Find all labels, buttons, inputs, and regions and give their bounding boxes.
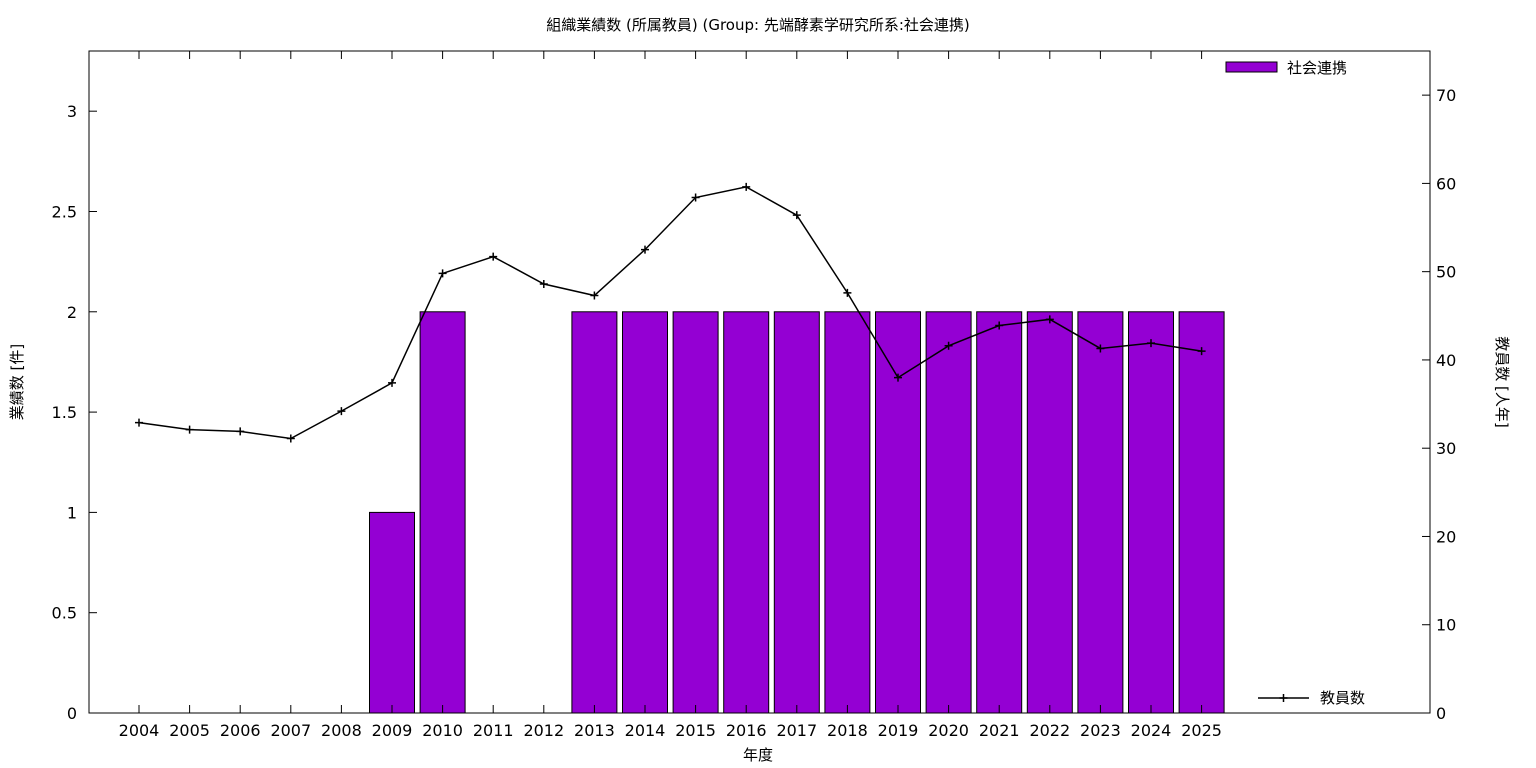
line-point-2015 (691, 193, 700, 202)
bar-2010 (419, 311, 466, 714)
line-point-2019 (894, 373, 902, 382)
bar-2009 (369, 511, 415, 714)
legend-marker-line (1279, 694, 1288, 702)
y-tick-label: 1.5 (52, 403, 77, 422)
legend-label-bar: 社会連携 (1287, 59, 1347, 77)
line-point-2013 (590, 291, 599, 300)
y-tick-label: 1 (67, 503, 77, 522)
line-point-2011 (489, 252, 498, 261)
line-point-2023 (1096, 344, 1105, 353)
x-tick-label: 2007 (270, 721, 311, 740)
y-axis-label: 業績数 [件] (8, 344, 26, 420)
bar-2015 (672, 311, 719, 714)
x-tick-label: 2009 (372, 721, 413, 740)
line-point-2022 (1045, 315, 1054, 324)
legend-swatch-bar (1225, 61, 1278, 73)
x-tick-label: 2005 (169, 721, 210, 740)
plot-frame (88, 50, 1431, 714)
plot-area (135, 182, 1225, 714)
x-tick-label: 2019 (878, 721, 919, 740)
y2-tick-label: 20 (1436, 527, 1456, 546)
line-point-2017 (792, 211, 801, 220)
x-tick-label: 2015 (675, 721, 716, 740)
y-tick-label: 2.5 (52, 202, 77, 221)
y2-tick-label: 30 (1436, 439, 1456, 458)
y2-tick-label: 60 (1436, 174, 1456, 193)
y-tick-label: 0.5 (52, 604, 77, 623)
y-tick-label: 2 (67, 303, 77, 322)
x-tick-label: 2004 (119, 721, 160, 740)
line-point-2018 (843, 288, 852, 297)
y2-tick-label: 50 (1436, 263, 1456, 282)
y2-tick-label: 40 (1436, 351, 1456, 370)
line-point-2025 (1197, 347, 1206, 356)
x-axis-label: 年度 (743, 746, 773, 764)
y2-tick-label: 0 (1436, 704, 1446, 723)
line-point-2014 (641, 245, 649, 254)
y-tick-label: 0 (67, 704, 77, 723)
chart-title: 組織業績数 (所属教員) (Group: 先端酵素学研究所系:社会連携) (546, 16, 970, 34)
x-tick-label: 2022 (1029, 721, 1070, 740)
x-tick-label: 2013 (574, 721, 615, 740)
x-tick-label: 2010 (422, 721, 463, 740)
bar-2019 (875, 311, 921, 714)
x-tick-label: 2014 (625, 721, 666, 740)
bar-2021 (976, 311, 1023, 714)
x-tick-label: 2020 (928, 721, 969, 740)
line-point-2005 (185, 425, 194, 434)
y2-axis-label: 教員数 [人年] (1493, 336, 1511, 427)
x-tick-label: 2012 (523, 721, 564, 740)
bar-2023 (1077, 311, 1124, 714)
line-point-2016 (742, 182, 751, 191)
bar-2014 (622, 311, 668, 714)
y-tick-label: 3 (67, 102, 77, 121)
line-point-2004 (135, 418, 143, 427)
x-tick-label: 2023 (1080, 721, 1121, 740)
x-tick-label: 2024 (1131, 721, 1172, 740)
x-tick-label: 2008 (321, 721, 362, 740)
line-point-2012 (539, 280, 548, 289)
x-tick-label: 2011 (473, 721, 514, 740)
line-point-2010 (438, 269, 447, 278)
bar-2018 (824, 311, 871, 714)
bar-2020 (925, 311, 972, 714)
bar-2024 (1128, 311, 1174, 714)
line-series-faculty (138, 186, 1202, 440)
x-tick-label: 2018 (827, 721, 868, 740)
bar-2016 (723, 311, 770, 714)
bar-2013 (571, 311, 618, 714)
x-tick-label: 2016 (726, 721, 767, 740)
bar-2025 (1178, 311, 1225, 714)
line-point-2008 (337, 407, 346, 416)
y2-tick-label: 10 (1436, 616, 1456, 635)
line-point-2020 (944, 341, 953, 350)
line-point-2006 (236, 427, 245, 436)
y2-tick-label: 70 (1436, 86, 1456, 105)
x-tick-label: 2017 (776, 721, 817, 740)
line-point-2007 (286, 434, 295, 443)
line-point-2021 (995, 321, 1004, 330)
bar-2022 (1026, 311, 1073, 714)
x-tick-label: 2021 (979, 721, 1020, 740)
line-point-2024 (1147, 339, 1155, 348)
line-point-2009 (388, 378, 396, 387)
x-tick-label: 2006 (220, 721, 261, 740)
legend-label-line: 教員数 (1320, 689, 1365, 707)
x-tick-label: 2025 (1181, 721, 1222, 740)
bar-2017 (773, 311, 820, 714)
